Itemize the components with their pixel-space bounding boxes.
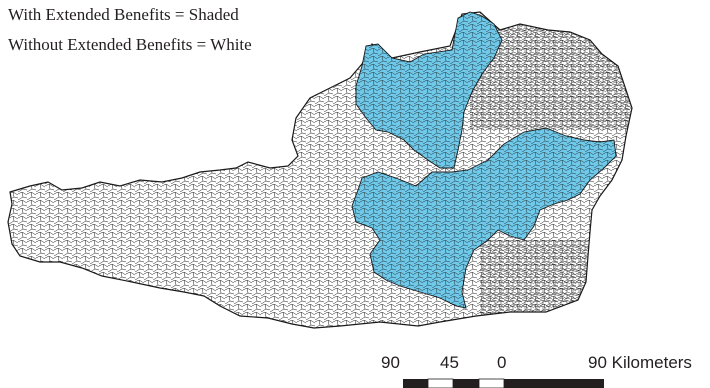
shaded-region-central-east (351, 127, 617, 309)
scale-label-90: 90 (381, 353, 400, 372)
scale-bar (403, 378, 604, 388)
scale-segment-4 (478, 378, 505, 388)
legend-shaded-label: With Extended Benefits = Shaded (8, 5, 239, 24)
shaded-region-north (355, 11, 503, 169)
scale-segment-3 (453, 379, 479, 388)
scale-segment-1 (403, 379, 428, 388)
scale-label-0: 0 (497, 353, 507, 372)
scale-label-45: 45 (440, 353, 459, 372)
scale-label-kilometers: 90 Kilometers (588, 353, 692, 372)
scale-segment-2 (427, 378, 454, 388)
legend-white-label: Without Extended Benefits = White (8, 35, 252, 54)
scale-segment-5 (504, 379, 604, 388)
